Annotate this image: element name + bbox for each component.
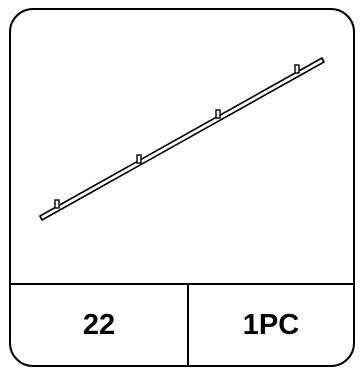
part-quantity: 1PC [242,308,300,341]
vertical-divider [187,285,189,365]
rail-bar [39,57,325,221]
bracket [54,199,60,209]
rail-end-left [39,215,43,221]
bracket [136,154,142,164]
horizontal-divider [11,283,353,285]
part-illustration [11,10,353,283]
bracket [294,64,300,74]
rail-end-right [321,57,325,63]
bracket [215,109,221,119]
part-number: 22 [82,308,116,341]
part-card: 22 1PC [9,8,355,367]
rail-with-brackets-icon [39,57,325,221]
